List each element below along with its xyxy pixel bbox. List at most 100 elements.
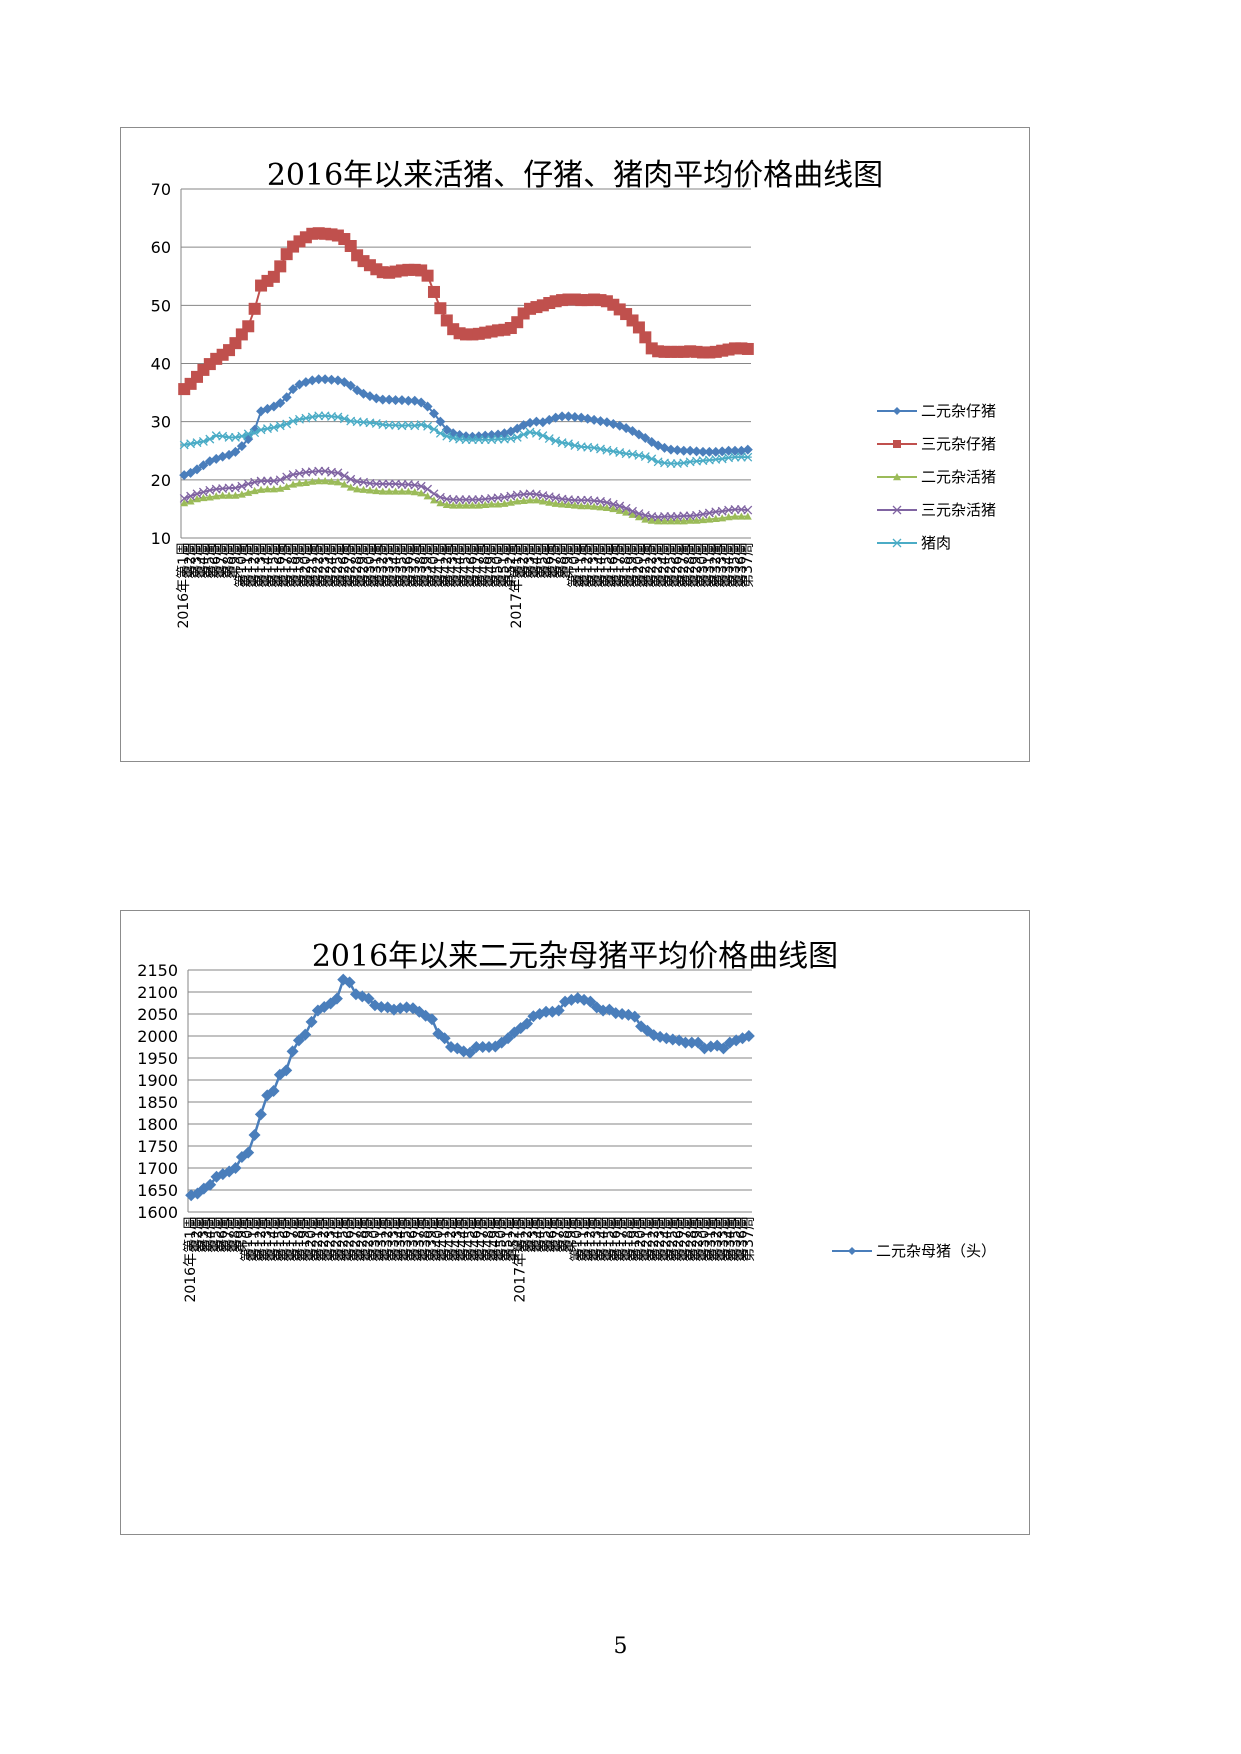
legend-marker xyxy=(848,1246,856,1255)
data-point xyxy=(621,503,631,513)
data-point xyxy=(237,490,246,498)
x-tick-label: 第36周 xyxy=(733,1216,750,1262)
x-tick-label: 第37周 xyxy=(740,1216,757,1262)
chart-1-legend: 二元杂仔猪 三元杂仔猪 二元杂活猪 三元杂活猪 猪肉 xyxy=(877,394,996,559)
chart-2: 2016年以来二元杂母猪平均价格曲线图 1600 1650 1700 1750 1800… xyxy=(120,910,1030,1535)
data-point xyxy=(230,446,241,457)
data-point xyxy=(378,479,388,489)
data-point xyxy=(660,517,669,525)
data-point xyxy=(451,1042,464,1055)
data-point xyxy=(321,476,330,485)
legend-label: 二元杂活猪 xyxy=(921,468,997,486)
data-point xyxy=(679,1036,692,1049)
data-point xyxy=(602,498,612,507)
y-tick-label: 40 xyxy=(151,355,171,374)
data-point xyxy=(192,489,202,499)
data-point xyxy=(666,517,675,525)
data-point xyxy=(356,990,369,1003)
data-point xyxy=(589,414,600,425)
x-tick-label: 第32周 xyxy=(708,1216,725,1262)
x-tick-label: 第18周 xyxy=(617,542,634,588)
x-group-label: 2017年第1周 xyxy=(512,1216,529,1303)
series-line xyxy=(183,470,748,519)
x-tick-label: 第11周 xyxy=(246,1216,263,1262)
series-4 xyxy=(179,466,753,522)
x-tick-label: 第21周 xyxy=(636,542,653,588)
x-tick-label: 第38周 xyxy=(417,1216,434,1262)
data-point xyxy=(281,392,292,403)
x-tick-label: 第8周 xyxy=(220,542,237,579)
x-group-label: 2016年第1周 xyxy=(182,1216,199,1303)
x-tick-label: 第9周 xyxy=(562,1216,579,1253)
x-tick-label: 第7周 xyxy=(220,1216,237,1253)
x-tick-label: 第14周 xyxy=(594,1216,611,1262)
x-tick-label: 第6周 xyxy=(214,1216,231,1253)
x-tick-label: 第16周 xyxy=(271,542,288,588)
x-tick-label: 第12周 xyxy=(246,542,263,588)
data-point xyxy=(269,485,278,493)
data-point xyxy=(230,483,240,493)
data-point xyxy=(185,467,196,478)
x-tick-label: 第13周 xyxy=(252,542,269,588)
chart-1-title: 2016年以来活猪、仔猪、猪肉平均价格曲线图 xyxy=(266,158,884,193)
x-tick-label: 第26周 xyxy=(341,1216,358,1262)
x-tick-label: 第20周 xyxy=(303,1216,320,1262)
data-point xyxy=(345,380,356,391)
series-5 xyxy=(179,411,753,469)
data-point xyxy=(576,412,587,423)
data-point xyxy=(634,513,643,521)
x-tick-label: 第19周 xyxy=(624,542,641,588)
data-point xyxy=(417,489,426,497)
data-point xyxy=(410,488,419,496)
data-point xyxy=(295,479,304,487)
data-point xyxy=(666,512,676,521)
data-point xyxy=(180,499,189,507)
legend-marker xyxy=(893,406,901,415)
x-tick-label: 第20周 xyxy=(297,542,314,588)
data-point xyxy=(474,501,483,509)
data-point xyxy=(584,995,597,1008)
data-point xyxy=(365,486,374,494)
data-point xyxy=(384,479,394,489)
data-point xyxy=(660,512,669,521)
data-point xyxy=(569,412,580,423)
data-point xyxy=(387,1003,400,1016)
data-point xyxy=(282,482,291,491)
x-tick-label: 第38周 xyxy=(412,542,429,588)
data-point xyxy=(718,514,727,522)
data-point xyxy=(248,1129,261,1141)
data-point xyxy=(678,445,689,456)
x-tick-label: 第25周 xyxy=(664,1216,681,1262)
x-tick-label: 第33周 xyxy=(713,542,730,588)
x-tick-label: 第34周 xyxy=(387,542,404,588)
legend-swatch xyxy=(877,538,917,547)
data-point xyxy=(595,416,606,427)
data-point xyxy=(615,506,624,514)
data-point xyxy=(673,1034,686,1047)
x-tick-label: 第7周 xyxy=(214,542,231,579)
data-point xyxy=(324,997,337,1010)
data-point xyxy=(308,477,317,485)
data-point xyxy=(628,510,637,518)
x-tick-label: 第24周 xyxy=(656,542,673,588)
data-point xyxy=(502,1032,515,1045)
x-tick-label: 第33周 xyxy=(714,1216,731,1262)
data-point xyxy=(346,474,356,484)
y-tick-label: 1800 xyxy=(137,1115,178,1134)
x-tick-label: 第8周 xyxy=(556,1216,573,1253)
y-tick-label: 1650 xyxy=(137,1181,178,1200)
x-tick-label: 第2周 xyxy=(182,542,199,579)
data-point xyxy=(551,436,561,446)
legend-item: 二元杂母猪（头） xyxy=(832,1234,996,1267)
x-tick-label: 第39周 xyxy=(419,542,436,588)
legend-swatch xyxy=(877,439,917,448)
data-point xyxy=(654,517,663,525)
data-point xyxy=(723,1036,736,1049)
x-tick-label: 第45周 xyxy=(457,542,474,588)
data-point xyxy=(273,1068,286,1081)
x-tick-label: 第28周 xyxy=(681,542,698,588)
data-point xyxy=(571,992,584,1005)
data-point xyxy=(289,480,298,488)
data-point xyxy=(455,501,464,509)
data-point xyxy=(654,1030,667,1043)
